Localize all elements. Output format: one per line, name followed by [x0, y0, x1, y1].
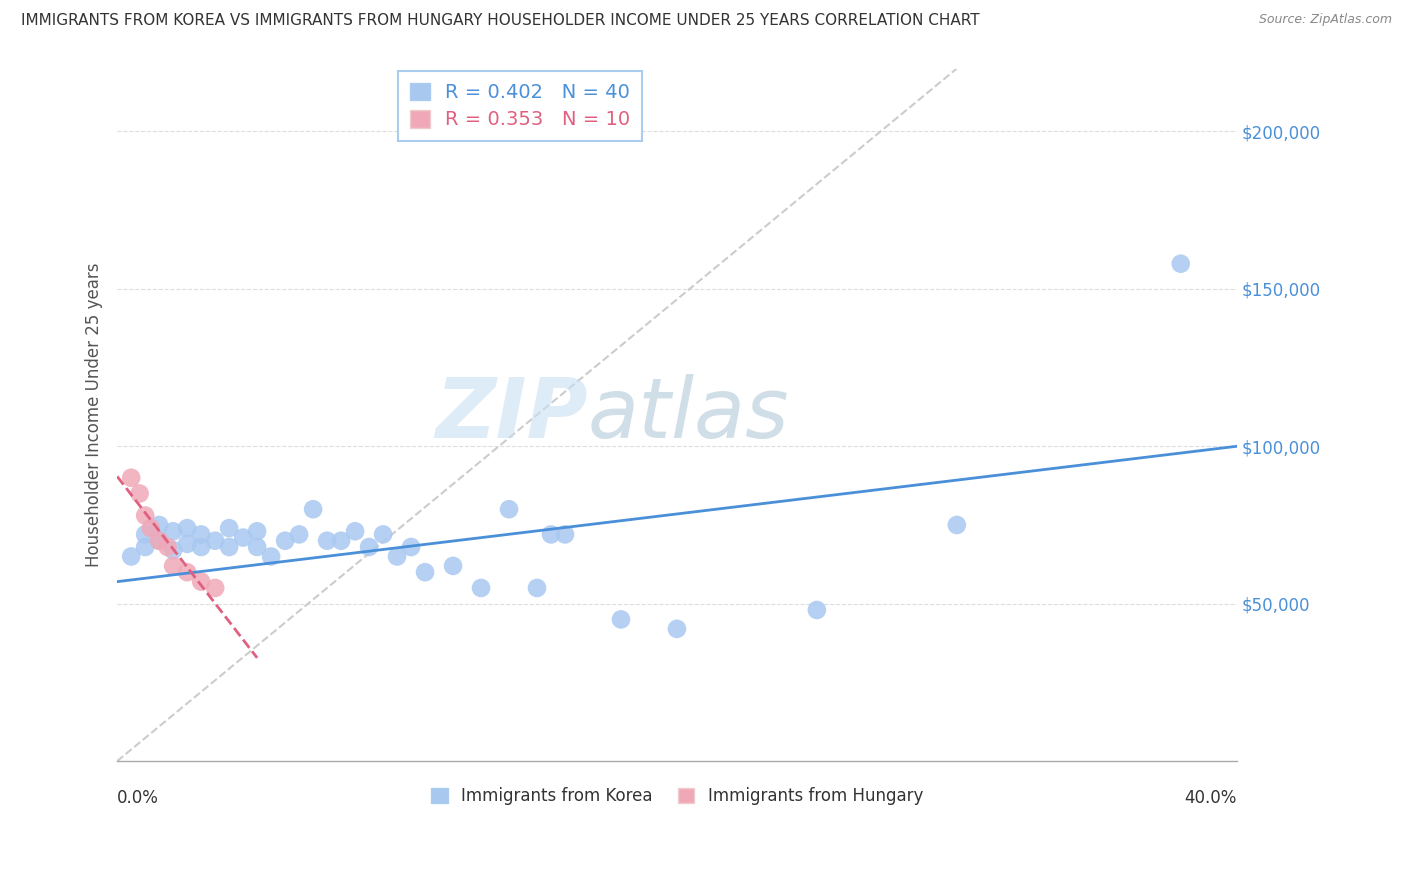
Point	[806, 603, 828, 617]
Point	[176, 565, 198, 579]
Point	[134, 540, 156, 554]
Point	[128, 486, 150, 500]
Point	[176, 537, 198, 551]
Point	[232, 531, 254, 545]
Text: 40.0%: 40.0%	[1184, 789, 1237, 806]
Point	[540, 527, 562, 541]
Point	[316, 533, 339, 548]
Point	[148, 533, 170, 548]
Point	[330, 533, 353, 548]
Point	[246, 540, 269, 554]
Point	[148, 533, 170, 548]
Point	[413, 565, 436, 579]
Text: 0.0%: 0.0%	[117, 789, 159, 806]
Point	[120, 549, 142, 564]
Legend: Immigrants from Korea, Immigrants from Hungary: Immigrants from Korea, Immigrants from H…	[420, 777, 934, 815]
Point	[190, 527, 212, 541]
Point	[218, 521, 240, 535]
Point	[162, 524, 184, 539]
Point	[148, 518, 170, 533]
Point	[344, 524, 367, 539]
Point	[441, 558, 464, 573]
Point	[190, 574, 212, 589]
Point	[218, 540, 240, 554]
Point	[946, 518, 969, 533]
Point	[1170, 257, 1192, 271]
Point	[302, 502, 325, 516]
Point	[156, 540, 179, 554]
Point	[554, 527, 576, 541]
Point	[274, 533, 297, 548]
Point	[246, 524, 269, 539]
Point	[385, 549, 408, 564]
Point	[665, 622, 688, 636]
Point	[470, 581, 492, 595]
Point	[134, 508, 156, 523]
Point	[139, 521, 162, 535]
Text: ZIP: ZIP	[434, 375, 588, 455]
Text: atlas: atlas	[588, 375, 789, 455]
Point	[371, 527, 394, 541]
Point	[498, 502, 520, 516]
Point	[359, 540, 381, 554]
Point	[526, 581, 548, 595]
Point	[399, 540, 422, 554]
Point	[176, 521, 198, 535]
Point	[204, 581, 226, 595]
Point	[162, 543, 184, 558]
Point	[288, 527, 311, 541]
Point	[120, 471, 142, 485]
Point	[162, 558, 184, 573]
Point	[260, 549, 283, 564]
Point	[134, 527, 156, 541]
Text: IMMIGRANTS FROM KOREA VS IMMIGRANTS FROM HUNGARY HOUSEHOLDER INCOME UNDER 25 YEA: IMMIGRANTS FROM KOREA VS IMMIGRANTS FROM…	[21, 13, 980, 29]
Point	[610, 612, 633, 626]
Point	[190, 540, 212, 554]
Point	[204, 533, 226, 548]
Text: Source: ZipAtlas.com: Source: ZipAtlas.com	[1258, 13, 1392, 27]
Y-axis label: Householder Income Under 25 years: Householder Income Under 25 years	[86, 262, 103, 567]
